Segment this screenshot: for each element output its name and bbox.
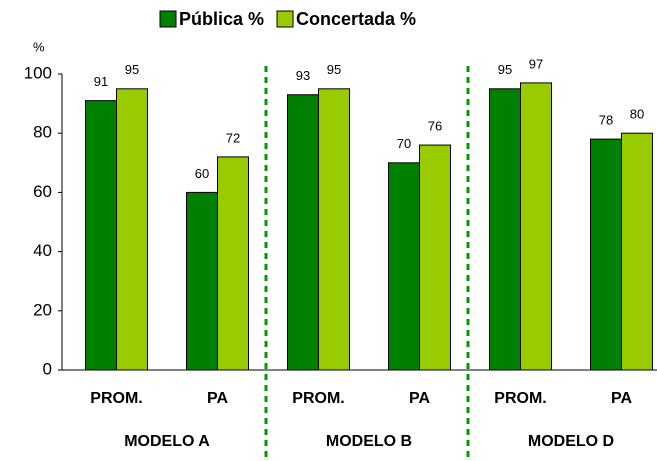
bar bbox=[186, 191, 218, 371]
value-label: 78 bbox=[599, 113, 613, 128]
bar bbox=[388, 162, 420, 371]
bar bbox=[590, 138, 622, 371]
bar bbox=[217, 156, 249, 371]
y-tick-label: 0 bbox=[43, 359, 52, 378]
bar bbox=[287, 94, 319, 371]
legend-swatch bbox=[159, 10, 177, 28]
x-tick-label: PA bbox=[409, 390, 430, 407]
bar bbox=[85, 100, 117, 371]
value-label: 95 bbox=[125, 62, 139, 77]
bar bbox=[621, 132, 653, 371]
value-label: 97 bbox=[529, 56, 543, 71]
value-label: 80 bbox=[630, 107, 644, 122]
value-label: 70 bbox=[397, 136, 411, 151]
legend-label: Pública % bbox=[179, 9, 264, 29]
group-label: MODELO B bbox=[326, 433, 412, 450]
bar bbox=[520, 82, 552, 371]
y-tick-label: 40 bbox=[33, 241, 52, 260]
value-label: 72 bbox=[226, 130, 240, 145]
value-label: 95 bbox=[327, 62, 341, 77]
x-tick-label: PROM. bbox=[292, 390, 344, 407]
y-tick-label: 20 bbox=[33, 300, 52, 319]
x-tick-label: PROM. bbox=[494, 390, 546, 407]
x-tick-label: PA bbox=[207, 390, 228, 407]
value-label: 93 bbox=[296, 68, 310, 83]
value-label: 76 bbox=[428, 118, 442, 133]
group-label: MODELO A bbox=[124, 433, 210, 450]
y-tick-label: 80 bbox=[33, 123, 52, 142]
bar bbox=[419, 144, 451, 371]
legend-label: Concertada % bbox=[296, 9, 416, 29]
value-label: 95 bbox=[498, 62, 512, 77]
bar bbox=[489, 88, 521, 371]
y-axis-label: % bbox=[33, 39, 45, 54]
bar bbox=[318, 88, 350, 371]
value-label: 91 bbox=[94, 74, 108, 89]
x-tick-label: PA bbox=[611, 390, 632, 407]
legend-swatch bbox=[276, 10, 294, 28]
bar bbox=[116, 88, 148, 371]
group-label: MODELO D bbox=[528, 433, 614, 450]
y-tick-label: 60 bbox=[33, 182, 52, 201]
y-tick-label: 100 bbox=[24, 63, 52, 82]
value-label: 60 bbox=[195, 166, 209, 181]
x-tick-label: PROM. bbox=[90, 390, 142, 407]
